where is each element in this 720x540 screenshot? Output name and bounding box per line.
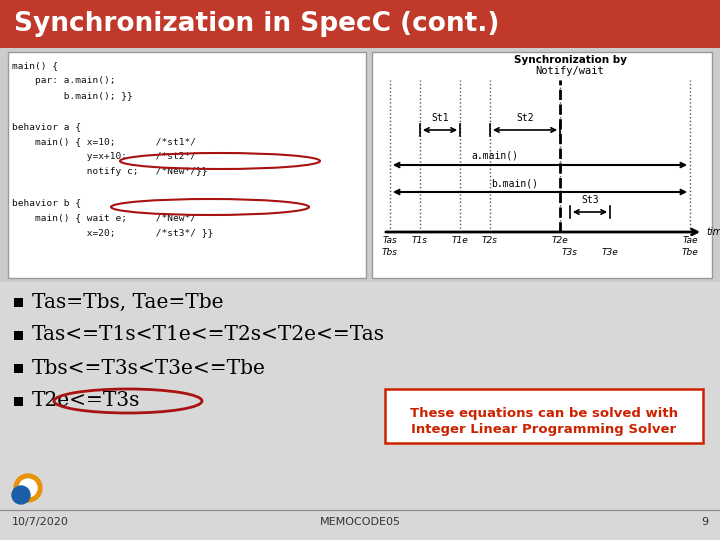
Text: behavior a {: behavior a { bbox=[12, 122, 81, 131]
Text: main() {: main() { bbox=[12, 61, 58, 70]
Text: b.main(); }}: b.main(); }} bbox=[12, 91, 132, 100]
Text: a.main(): a.main() bbox=[472, 151, 518, 161]
Ellipse shape bbox=[30, 490, 38, 498]
Text: x=20;       /*st3*/ }}: x=20; /*st3*/ }} bbox=[12, 228, 213, 237]
Text: T3s: T3s bbox=[562, 248, 578, 257]
Ellipse shape bbox=[32, 485, 42, 491]
Circle shape bbox=[12, 486, 30, 504]
Bar bbox=[372, 52, 712, 278]
Text: Synchronization by: Synchronization by bbox=[513, 55, 626, 65]
Text: St2: St2 bbox=[516, 113, 534, 123]
Text: T2e: T2e bbox=[552, 236, 568, 245]
Text: Integer Linear Programming Solver: Integer Linear Programming Solver bbox=[411, 422, 677, 435]
Text: b.main(): b.main() bbox=[492, 178, 539, 188]
Text: Tbs: Tbs bbox=[382, 248, 398, 257]
Text: time: time bbox=[706, 227, 720, 237]
Text: T1s: T1s bbox=[412, 236, 428, 245]
Bar bbox=[0, 0, 720, 48]
Bar bbox=[14, 331, 23, 340]
Text: notify c;   /*New*/}}: notify c; /*New*/}} bbox=[12, 167, 207, 176]
Bar bbox=[8, 52, 366, 278]
Circle shape bbox=[14, 474, 42, 502]
Ellipse shape bbox=[25, 475, 31, 484]
Text: MEMOCODE05: MEMOCODE05 bbox=[320, 517, 400, 527]
Bar bbox=[14, 298, 23, 307]
Text: y=x+10;     /*st2*/: y=x+10; /*st2*/ bbox=[12, 152, 196, 161]
Ellipse shape bbox=[18, 490, 26, 498]
Ellipse shape bbox=[25, 491, 31, 502]
Text: main() { wait e;     /*New*/: main() { wait e; /*New*/ bbox=[12, 213, 196, 222]
Text: T2e<=T3s: T2e<=T3s bbox=[32, 392, 140, 410]
Bar bbox=[0, 48, 720, 282]
Ellipse shape bbox=[30, 478, 38, 486]
Text: Notify/wait: Notify/wait bbox=[536, 66, 604, 76]
Bar bbox=[14, 364, 23, 373]
Text: T3e: T3e bbox=[602, 248, 618, 257]
Text: Tae: Tae bbox=[683, 236, 698, 245]
Text: St1: St1 bbox=[431, 113, 449, 123]
Text: Tbe: Tbe bbox=[682, 248, 698, 257]
Bar bbox=[14, 397, 23, 406]
FancyBboxPatch shape bbox=[385, 389, 703, 443]
Text: par: a.main();: par: a.main(); bbox=[12, 76, 115, 85]
Text: behavior b {: behavior b { bbox=[12, 198, 81, 207]
Text: main() { x=10;       /*st1*/: main() { x=10; /*st1*/ bbox=[12, 137, 196, 146]
Text: These equations can be solved with: These equations can be solved with bbox=[410, 407, 678, 420]
Circle shape bbox=[19, 479, 37, 497]
Text: St3: St3 bbox=[581, 195, 599, 205]
Ellipse shape bbox=[18, 478, 26, 486]
Text: 9: 9 bbox=[701, 517, 708, 527]
Text: T1e: T1e bbox=[451, 236, 469, 245]
Ellipse shape bbox=[14, 485, 24, 491]
Text: Tas: Tas bbox=[382, 236, 397, 245]
Text: T2s: T2s bbox=[482, 236, 498, 245]
Text: Tas=Tbs, Tae=Tbe: Tas=Tbs, Tae=Tbe bbox=[32, 293, 223, 312]
Text: Tas<=T1s<T1e<=T2s<T2e<=Tas: Tas<=T1s<T1e<=T2s<T2e<=Tas bbox=[32, 326, 385, 345]
Text: Synchronization in SpecC (cont.): Synchronization in SpecC (cont.) bbox=[14, 11, 500, 37]
Text: 10/7/2020: 10/7/2020 bbox=[12, 517, 69, 527]
Text: Tbs<=T3s<T3e<=Tbe: Tbs<=T3s<T3e<=Tbe bbox=[32, 359, 266, 377]
